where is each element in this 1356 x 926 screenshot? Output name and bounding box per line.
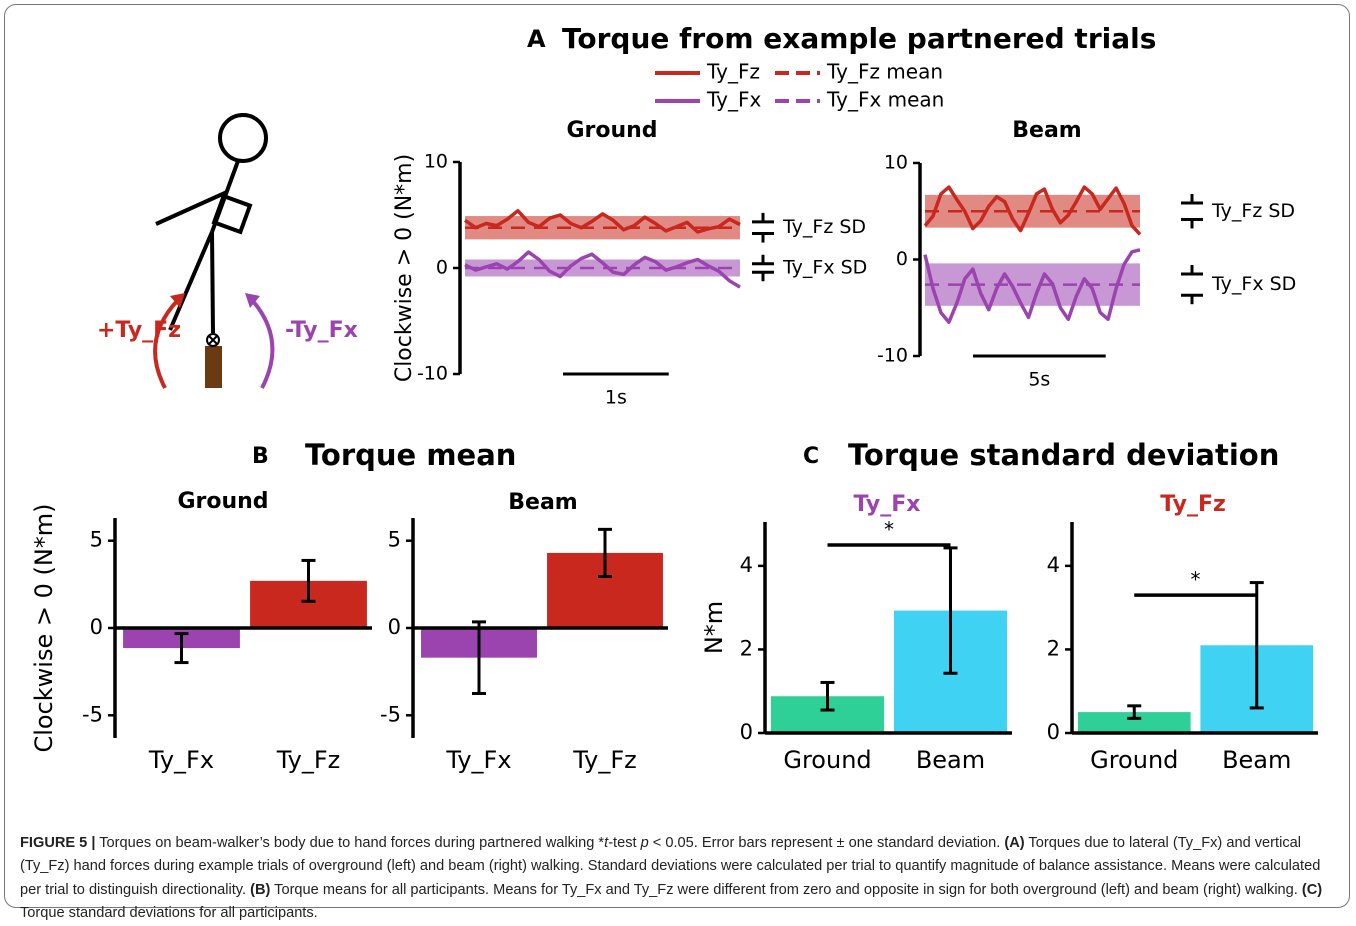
chart-title: Ground — [177, 489, 268, 514]
significance-label: * — [884, 517, 894, 541]
significance-label: * — [1191, 568, 1201, 592]
caption-text: (B) — [250, 882, 270, 898]
caption-text: (C) — [1302, 882, 1322, 898]
panel-label: A — [527, 25, 546, 53]
page: +Ty_Fz -Ty_Fx A Torque from example part… — [0, 0, 1356, 914]
leg — [212, 232, 213, 333]
legend-label: Ty_Fz mean — [826, 60, 943, 84]
caption-text: -test — [608, 835, 640, 851]
caption-text: Torques on beam-walker’s body due to han… — [95, 835, 604, 851]
x-tick-label: Ground — [783, 746, 871, 774]
x-tick-label: Ty_Fz — [276, 746, 341, 774]
panel-label: B — [252, 444, 269, 469]
torque-arrow — [155, 300, 178, 388]
chart-title: Ground — [566, 118, 657, 143]
y-axis-label: N*m — [700, 601, 728, 654]
legend-label: Ty_Fx mean — [826, 88, 944, 112]
y-axis-label: Clockwise > 0 (N*m) — [30, 503, 58, 752]
y-tick-label: 2 — [740, 636, 753, 660]
scale-bar-label: 5s — [1028, 369, 1050, 391]
x-tick-label: Ground — [1090, 746, 1178, 774]
panel-label: C — [803, 444, 819, 469]
beam — [205, 346, 222, 388]
figure: +Ty_Fz -Ty_Fx A Torque from example part… — [0, 0, 1356, 830]
scale-bar-label: 1s — [605, 387, 627, 409]
diagram-label: +Ty_Fz — [97, 318, 181, 343]
y-tick-label: 0 — [896, 248, 908, 270]
y-axis-label: Clockwise > 0 (N*m) — [392, 154, 417, 382]
caption-text: Torque means for all participants. Means… — [270, 882, 1302, 898]
panel-title: Torque mean — [305, 438, 516, 472]
caption-text: p — [641, 835, 649, 851]
caption-text: (A) — [1004, 835, 1024, 851]
chart-title: Ty_Fx — [854, 492, 921, 517]
y-tick-label: 0 — [1047, 720, 1060, 744]
y-tick-label: 0 — [740, 720, 753, 744]
axis-symbol — [207, 334, 219, 346]
legend-label: Ty_Fz — [706, 60, 760, 84]
diagram-label: -Ty_Fx — [285, 318, 358, 343]
y-tick-label: 5 — [388, 528, 401, 552]
panel-title: Torque standard deviation — [848, 438, 1279, 472]
chart-title: Beam — [508, 490, 577, 515]
y-tick-label: 5 — [90, 528, 103, 552]
y-tick-label: 10 — [424, 151, 448, 173]
y-tick-label: 4 — [740, 553, 753, 577]
legend-label: Ty_Fx — [706, 88, 761, 112]
sd-label: Ty_Fz SD — [782, 216, 866, 238]
caption-text: Torque standard deviations for all parti… — [20, 905, 318, 921]
sd-label: Ty_Fz SD — [1211, 200, 1295, 222]
y-tick-label: -10 — [417, 363, 448, 385]
caption-text: < 0.05. Error bars represent ± one stand… — [649, 835, 1005, 851]
y-tick-label: 0 — [90, 615, 103, 639]
x-tick-label: Ty_Fx — [445, 746, 511, 774]
y-tick-label: 4 — [1047, 553, 1060, 577]
y-tick-label: 0 — [388, 615, 401, 639]
x-tick-label: Beam — [916, 746, 985, 774]
leg — [170, 232, 212, 330]
head — [220, 115, 266, 161]
y-tick-label: -5 — [380, 702, 401, 726]
x-tick-label: Ty_Fx — [148, 746, 214, 774]
caption-text: FIGURE 5 | — [20, 835, 95, 851]
chart-title: Ty_Fz — [1160, 492, 1226, 517]
sd-label: Ty_Fx SD — [782, 257, 867, 279]
y-tick-label: -10 — [877, 345, 908, 367]
torque-arrow — [252, 300, 272, 388]
x-tick-label: Beam — [1222, 746, 1291, 774]
y-tick-label: 2 — [1047, 636, 1060, 660]
x-tick-label: Ty_Fz — [572, 746, 637, 774]
y-tick-label: 10 — [884, 152, 908, 174]
caption: FIGURE 5 | Torques on beam-walker’s body… — [20, 832, 1338, 926]
chart-title: Beam — [1012, 118, 1081, 143]
y-tick-label: -5 — [82, 702, 103, 726]
panel-title: Torque from example partnered trials — [562, 22, 1156, 55]
sd-label: Ty_Fx SD — [1211, 273, 1296, 295]
y-tick-label: 0 — [436, 257, 448, 279]
